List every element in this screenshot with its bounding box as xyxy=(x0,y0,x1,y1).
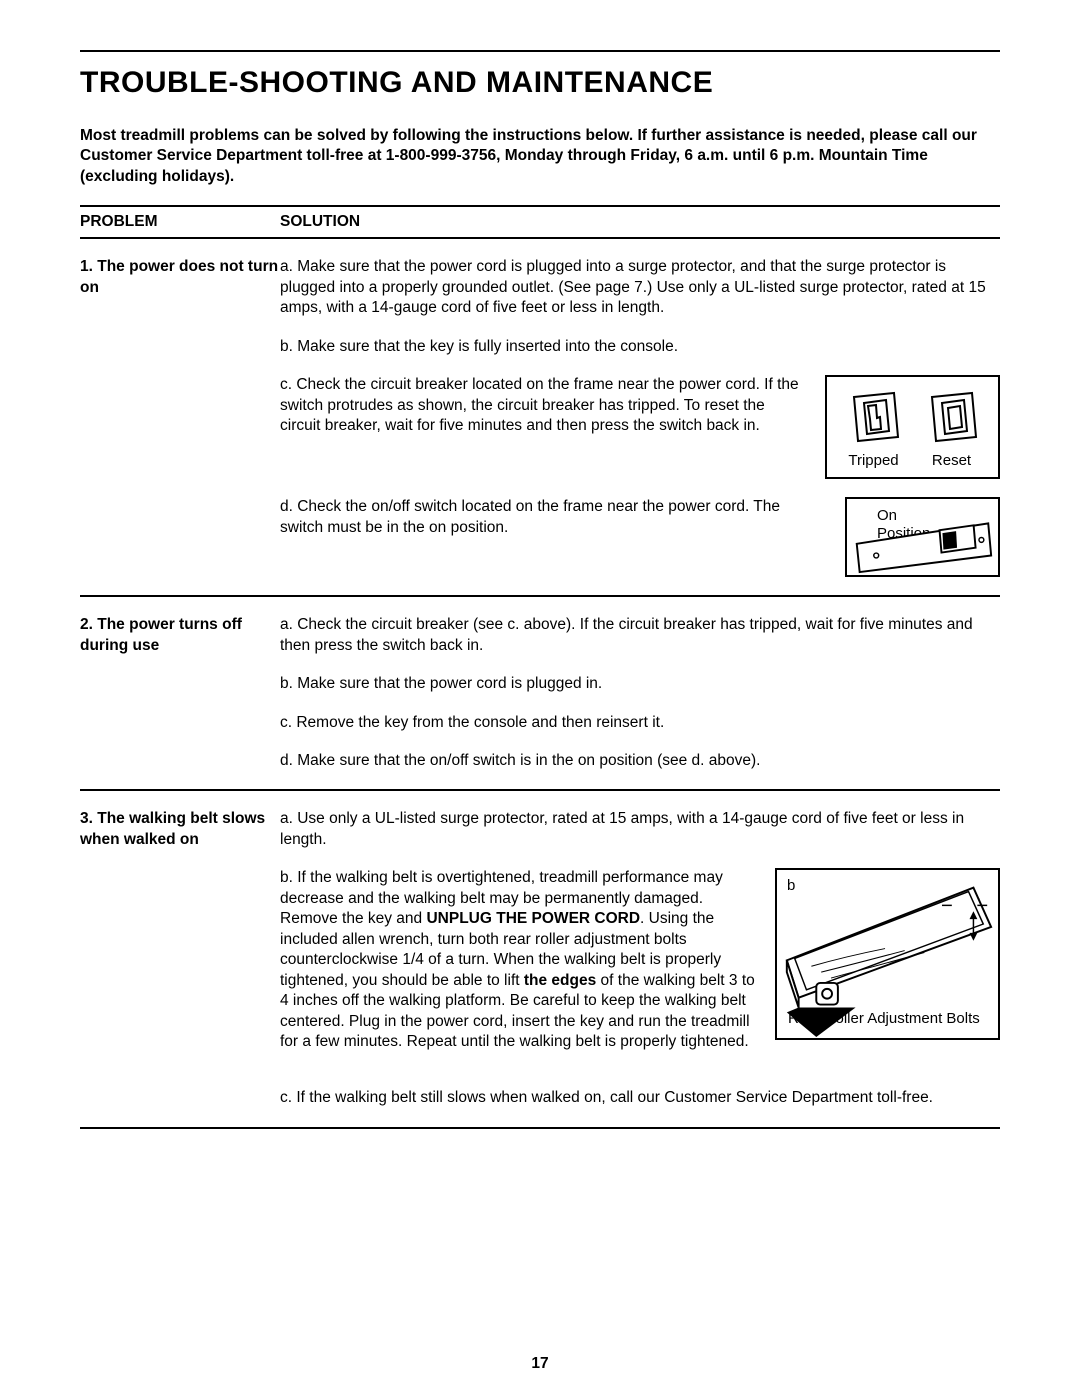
problem-1: 1. The power does not turn on xyxy=(80,257,280,577)
breaker-tripped-label: Tripped xyxy=(848,451,898,471)
sol-3b-bold2: the edges xyxy=(524,972,596,989)
page-title: TROUBLE-SHOOTING AND MAINTENANCE xyxy=(80,66,1000,100)
figure-circuit-breakers: Tripped Reset xyxy=(825,375,1000,479)
solution-1: a. Make sure that the power cord is plug… xyxy=(280,257,1000,577)
page-number: 17 xyxy=(0,1355,1080,1373)
header-problem: PROBLEM xyxy=(80,213,280,231)
breaker-tripped-icon xyxy=(846,391,902,447)
sol-3b-row: b. If the walking belt is overtightened,… xyxy=(280,868,1000,1070)
problem-3: 3. The walking belt slows when walked on xyxy=(80,809,280,1108)
breaker-reset: Reset xyxy=(924,391,980,471)
breaker-reset-label: Reset xyxy=(932,451,971,471)
solution-2: a. Check the circuit breaker (see c. abo… xyxy=(280,615,1000,771)
onoff-switch-icon xyxy=(847,499,998,577)
figure-rear-roller: b 3–4" Rear Roller Adjustment Bolts xyxy=(775,868,1000,1040)
breaker-tripped: Tripped xyxy=(846,391,902,471)
solution-3: a. Use only a UL-listed surge protector,… xyxy=(280,809,1000,1108)
sol-1d-row: d. Check the on/off switch located on th… xyxy=(280,497,1000,577)
header-solution: SOLUTION xyxy=(280,213,1000,231)
page: TROUBLE-SHOOTING AND MAINTENANCE Most tr… xyxy=(0,0,1080,1397)
sol-1a: a. Make sure that the power cord is plug… xyxy=(280,257,1000,318)
sol-1d: d. Check the on/off switch located on th… xyxy=(280,497,825,538)
section-3: 3. The walking belt slows when walked on… xyxy=(80,791,1000,1128)
sol-2b: b. Make sure that the power cord is plug… xyxy=(280,674,1000,694)
sol-2c: c. Remove the key from the console and t… xyxy=(280,713,1000,733)
problem-2: 2. The power turns off during use xyxy=(80,615,280,771)
breaker-reset-icon xyxy=(924,391,980,447)
sol-1b: b. Make sure that the key is fully inser… xyxy=(280,337,1000,357)
sol-1c-row: c. Check the circuit breaker located on … xyxy=(280,375,1000,479)
sol-3a: a. Use only a UL-listed surge protector,… xyxy=(280,809,1000,850)
sol-3c: c. If the walking belt still slows when … xyxy=(280,1088,1000,1108)
sol-2a: a. Check the circuit breaker (see c. abo… xyxy=(280,615,1000,656)
sol-2d: d. Make sure that the on/off switch is i… xyxy=(280,751,1000,771)
section-1: 1. The power does not turn on a. Make su… xyxy=(80,239,1000,597)
top-rule xyxy=(80,50,1000,52)
sol-1c: c. Check the circuit breaker located on … xyxy=(280,375,805,436)
sol-3b: b. If the walking belt is overtightened,… xyxy=(280,868,755,1052)
treadmill-belt-icon xyxy=(777,870,998,1039)
section-2: 2. The power turns off during use a. Che… xyxy=(80,597,1000,791)
figure-onoff-switch: On Position xyxy=(845,497,1000,577)
sol-3b-bold1: UNPLUG THE POWER CORD xyxy=(426,910,640,927)
intro-paragraph: Most treadmill problems can be solved by… xyxy=(80,126,1000,187)
table-header-row: PROBLEM SOLUTION xyxy=(80,205,1000,239)
